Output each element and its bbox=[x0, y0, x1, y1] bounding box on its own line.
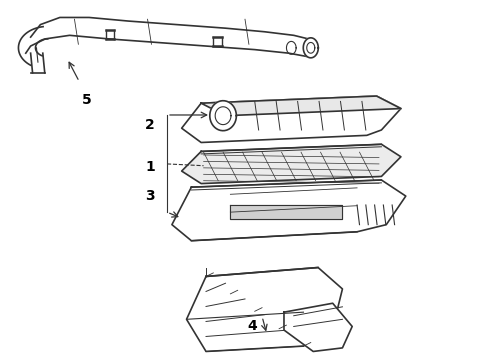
Polygon shape bbox=[201, 96, 401, 116]
Text: 2: 2 bbox=[145, 118, 155, 132]
Text: 1: 1 bbox=[145, 161, 155, 175]
Polygon shape bbox=[230, 205, 343, 219]
Polygon shape bbox=[187, 267, 343, 351]
Polygon shape bbox=[284, 303, 352, 351]
Text: 5: 5 bbox=[82, 93, 92, 107]
Polygon shape bbox=[182, 96, 401, 143]
Text: 3: 3 bbox=[145, 189, 155, 203]
Polygon shape bbox=[182, 144, 401, 184]
Polygon shape bbox=[210, 101, 236, 131]
Text: 4: 4 bbox=[247, 319, 257, 333]
Polygon shape bbox=[303, 38, 318, 58]
Polygon shape bbox=[172, 180, 406, 241]
